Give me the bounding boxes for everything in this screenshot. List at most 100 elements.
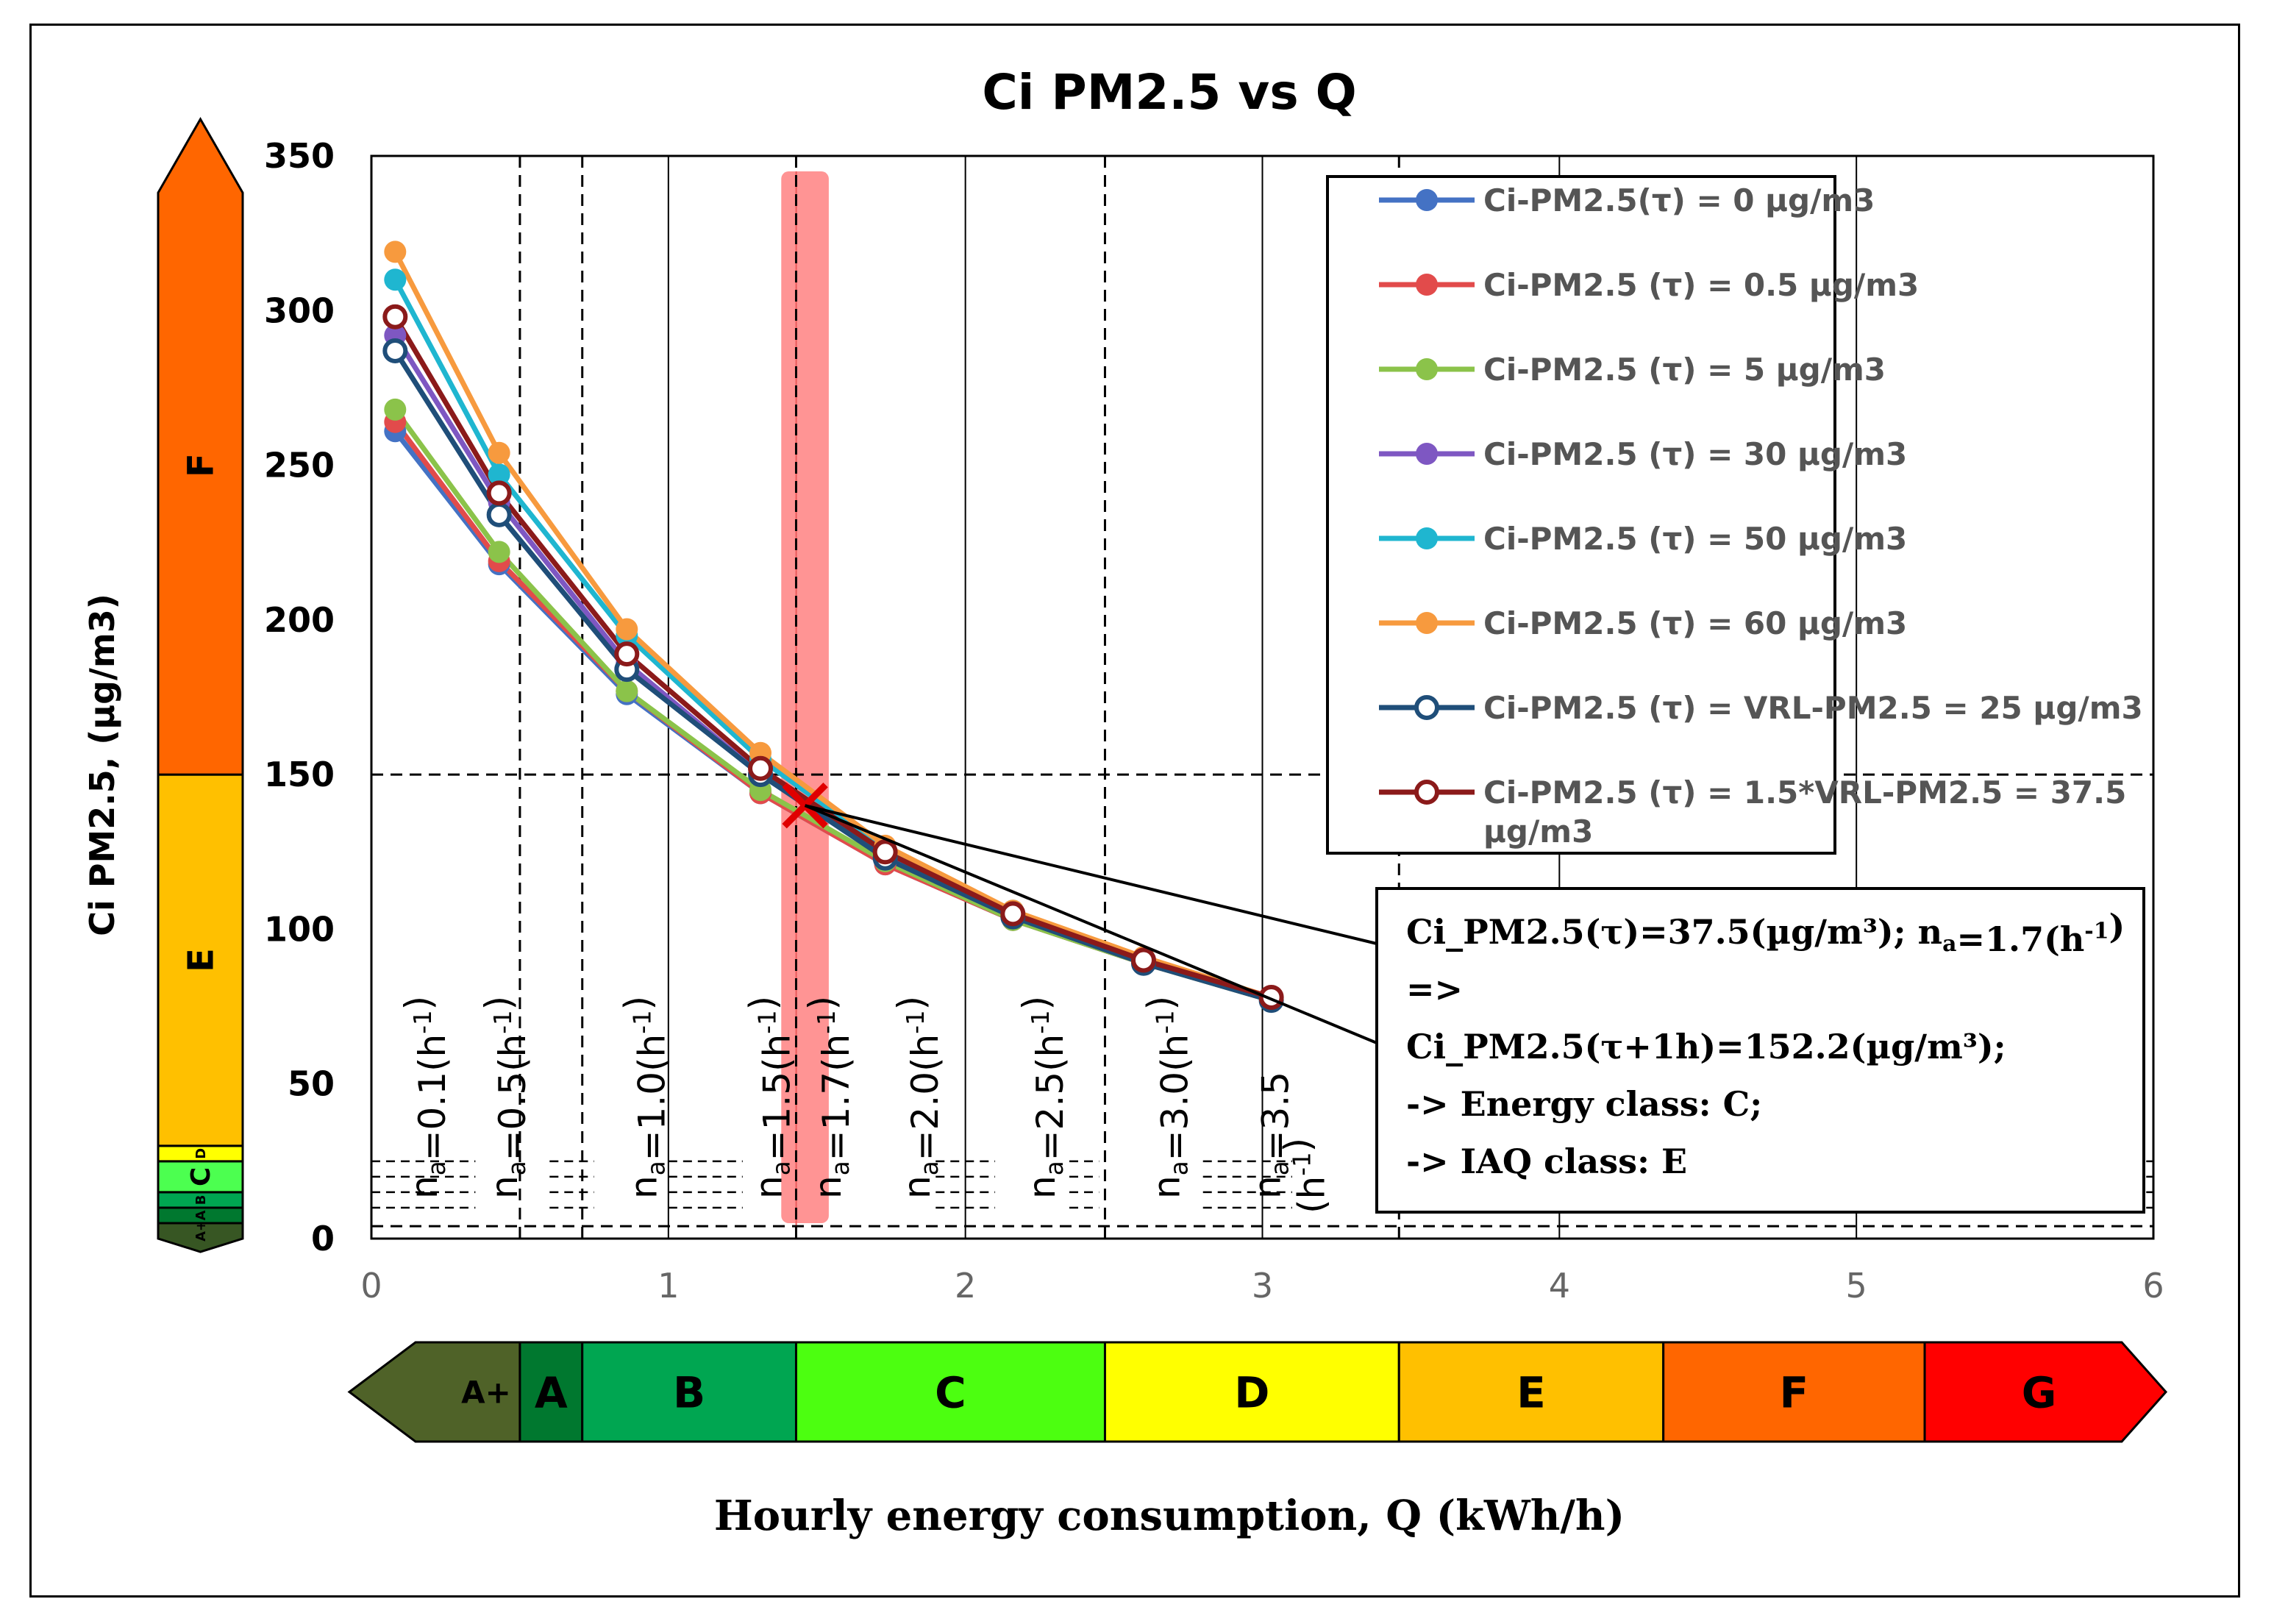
legend-swatch-marker	[1414, 695, 1439, 720]
annotation-text: Ci_PM2.5(τ+1h)=152.2(µg/m³);	[1406, 1027, 2006, 1066]
annotation-text: Ci_PM2.5(τ)=37.5(µg/m³); na=1.7(h-1)	[1406, 907, 2125, 959]
energy-class-segment	[1923, 1341, 2168, 1443]
data-point	[616, 618, 638, 641]
x-tick-label: 4	[1549, 1266, 1570, 1306]
y-tick-label: 250	[264, 446, 335, 485]
annotation-box	[1375, 887, 2145, 1214]
data-point	[614, 641, 640, 667]
iaq-class-segment	[157, 116, 244, 776]
annotation-text: -> Energy class: C;	[1406, 1084, 1762, 1124]
data-point	[488, 541, 510, 563]
legend-label: Ci-PM2.5 (τ) = 30 µg/m3	[1483, 436, 1907, 472]
x-tick-label: 5	[1846, 1266, 1867, 1306]
energy-class-label: C	[935, 1367, 966, 1417]
y-tick-label: 100	[264, 909, 335, 949]
legend-label: Ci-PM2.5(τ) = 0 µg/m3	[1483, 182, 1875, 218]
legend: Ci-PM2.5(τ) = 0 µg/m3 Ci-PM2.5 (τ) = 0.5 …	[1326, 175, 2143, 855]
data-point	[1000, 901, 1026, 927]
na-label: na=3.0(h-1)	[1139, 996, 1196, 1199]
annotation-text: -> IAQ class: E	[1406, 1142, 1687, 1181]
annotation-callout: Ci_PM2.5(τ)=37.5(µg/m³); na=1.7(h-1) => Ci…	[804, 804, 2145, 1214]
iaq-class-label: D	[193, 1148, 209, 1159]
data-point	[488, 441, 510, 464]
y-tick-label: 0	[311, 1219, 335, 1258]
legend-swatch-marker	[1416, 358, 1438, 380]
na-labels: na=0.1(h-1) na=0.5(h-1) na=1.0(h-1) na=1.5(…	[397, 996, 1333, 1214]
data-point	[384, 241, 407, 263]
legend-label: Ci-PM2.5 (τ) = 60 µg/m3	[1483, 605, 1907, 641]
na-label: na=1.0(h-1)	[617, 996, 674, 1199]
y-tick-label: 350	[264, 136, 335, 176]
legend-label: µg/m3	[1483, 813, 1593, 850]
data-point	[384, 398, 407, 421]
annotation-text: =>	[1406, 969, 1463, 1009]
legend-swatch-marker	[1416, 189, 1438, 211]
na-label: na=3.5	[1247, 1072, 1297, 1199]
y-tick-label: 150	[264, 755, 335, 794]
data-point	[872, 839, 898, 865]
na-label-group: na=2.5(h-1)	[1015, 996, 1072, 1199]
y-tick-label: 200	[264, 600, 335, 640]
iaq-class-label: B	[193, 1195, 209, 1205]
energy-class-bar: A+ A B C D E F G	[347, 1341, 2168, 1443]
na-label: na=1.7(h-1)	[801, 996, 858, 1199]
na-label-group: na=3.0(h-1)	[1139, 996, 1196, 1199]
na-label: na=0.5(h-1)	[477, 996, 534, 1199]
highlight-band	[781, 171, 829, 1223]
na-label: (h-1)	[1277, 1138, 1333, 1214]
iaq-class-label: F	[180, 453, 221, 477]
data-point	[748, 755, 774, 781]
x-axis-label: Hourly energy consumption, Q (kWh/h)	[714, 1492, 1625, 1540]
na-label-group: na=1.0(h-1)	[617, 996, 674, 1199]
na-label: na=2.0(h-1)	[890, 996, 947, 1199]
data-point	[384, 268, 407, 291]
energy-class-label: E	[1516, 1367, 1546, 1417]
legend-box	[1326, 175, 1836, 855]
energy-class-label: A+	[461, 1375, 511, 1411]
data-point	[382, 338, 408, 363]
data-point	[486, 480, 512, 506]
axes: 0 50 100 150 200 250 300 350 0 1 2 3 4 5 6	[264, 136, 2164, 1306]
x-tick-label: 3	[1252, 1266, 1273, 1306]
callout-leader	[805, 804, 1377, 945]
na-label-group: na=1.7(h-1)	[801, 996, 858, 1199]
legend-label: Ci-PM2.5 (τ) = 5 µg/m3	[1483, 352, 1886, 388]
legend-label: Ci-PM2.5 (τ) = 1.5*VRL-PM2.5 = 37.5	[1483, 774, 2126, 811]
energy-class-label: G	[2022, 1367, 2057, 1417]
energy-class-label: B	[673, 1367, 705, 1417]
series-lines	[382, 241, 1284, 1014]
legend-label: Ci-PM2.5 (τ) = 0.5 µg/m3	[1483, 267, 1919, 303]
na-label-group: na=3.5(h-1)	[1247, 1072, 1333, 1214]
na-label-group: na=2.0(h-1)	[890, 996, 947, 1199]
series-line	[393, 250, 1272, 1000]
data-point	[616, 680, 638, 702]
y-tick-label: 300	[264, 291, 335, 330]
legend-swatch-marker	[1414, 780, 1439, 805]
figure-frame	[29, 24, 2240, 1598]
na-label-group: na=1.5(h-1)	[741, 996, 798, 1199]
legend-swatch-marker	[1416, 527, 1438, 549]
na-label-group: na=0.5(h-1)	[477, 996, 534, 1199]
x-tick-label: 1	[657, 1266, 679, 1306]
data-point	[1130, 947, 1156, 973]
na-label-group: na=0.1(h-1)	[397, 996, 454, 1199]
energy-class-label: F	[1780, 1367, 1809, 1417]
y-tick-label: 50	[288, 1064, 335, 1104]
x-tick-label: 6	[2142, 1266, 2164, 1306]
legend-swatch-marker	[1416, 274, 1438, 296]
na-label: na=1.5(h-1)	[741, 996, 798, 1199]
legend-swatch-marker	[1416, 443, 1438, 465]
y-axis-label: Ci PM2.5, (µg/m3)	[82, 594, 122, 936]
legend-label: Ci-PM2.5 (τ) = 50 µg/m3	[1483, 521, 1907, 557]
iaq-class-label: E	[180, 948, 221, 972]
x-tick-label: 0	[360, 1266, 382, 1306]
series-line	[393, 349, 1272, 1003]
energy-class-label: A	[535, 1367, 568, 1417]
chart-title: Ci PM2.5 vs Q	[982, 64, 1356, 121]
legend-label: Ci-PM2.5 (τ) = VRL-PM2.5 = 25 µg/m3	[1483, 690, 2143, 726]
iaq-class-label: A+	[193, 1220, 209, 1242]
na-label: na=2.5(h-1)	[1015, 996, 1072, 1199]
x-tick-label: 2	[955, 1266, 976, 1306]
